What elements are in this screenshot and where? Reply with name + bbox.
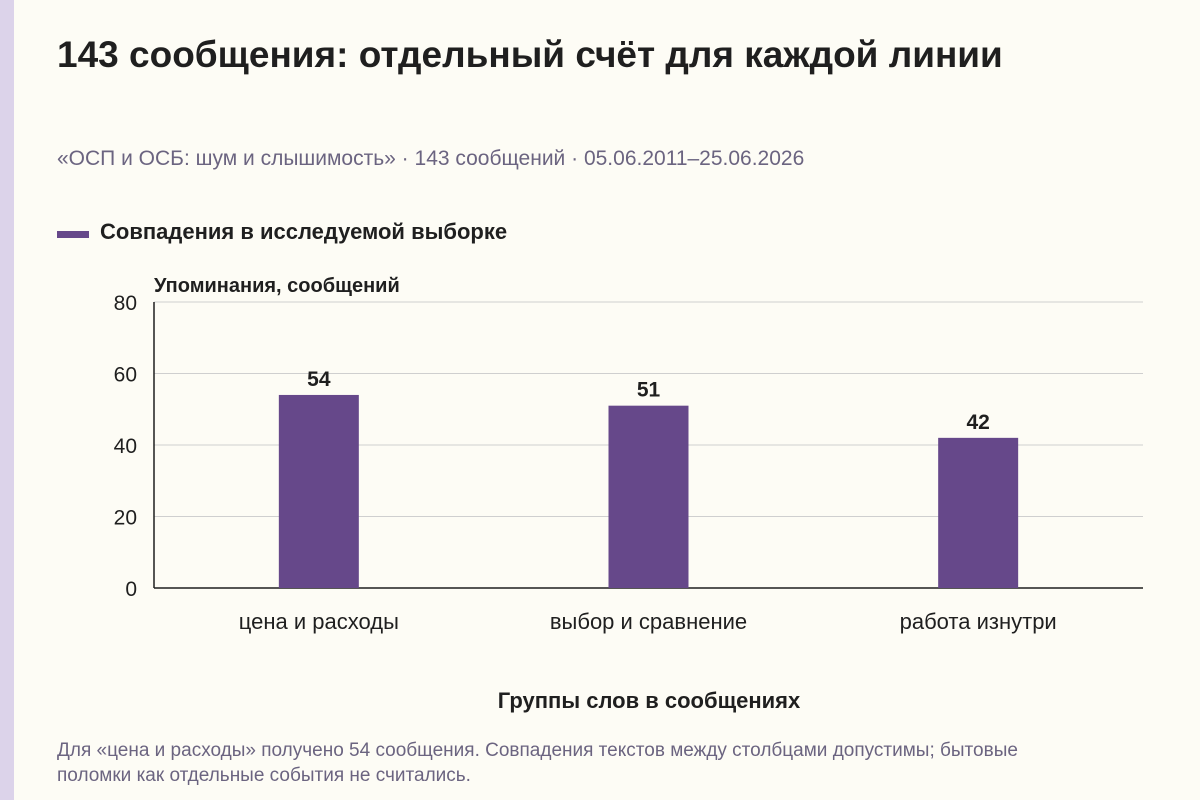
x-tick-label: выбор и сравнение	[550, 609, 747, 634]
bar	[608, 405, 689, 588]
legend-swatch	[57, 230, 89, 238]
footnote: Для «цена и расходы» получено 54 сообщен…	[57, 740, 1018, 786]
bar-value-label: 54	[307, 368, 331, 391]
x-axis-label: Группы слов в сообщениях	[498, 688, 801, 713]
x-tick-label: работа изнутри	[900, 609, 1057, 634]
bar	[278, 394, 359, 588]
bar	[938, 437, 1019, 588]
legend-label: Совпадения в исследуемой выборке	[100, 219, 508, 244]
accent-strip	[0, 0, 14, 800]
x-tick-label: цена и расходы	[239, 609, 399, 634]
y-tick-label: 20	[114, 507, 137, 530]
bar-value-label: 42	[966, 411, 989, 434]
y-tick-label: 0	[125, 578, 137, 601]
bar-value-label: 51	[637, 379, 661, 402]
y-tick-label: 60	[114, 364, 137, 387]
y-axis-label: Упоминания, сообщений	[154, 275, 400, 297]
y-tick-label: 80	[114, 292, 137, 315]
page-title: 143 сообщения: отдельный счёт для каждой…	[57, 34, 1003, 75]
page-subtitle: «ОСП и ОСБ: шум и слышимость» · 143 сооб…	[57, 147, 805, 170]
y-tick-label: 40	[114, 435, 137, 458]
chart-legend: Совпадения в исследуемой выборке	[57, 219, 507, 245]
